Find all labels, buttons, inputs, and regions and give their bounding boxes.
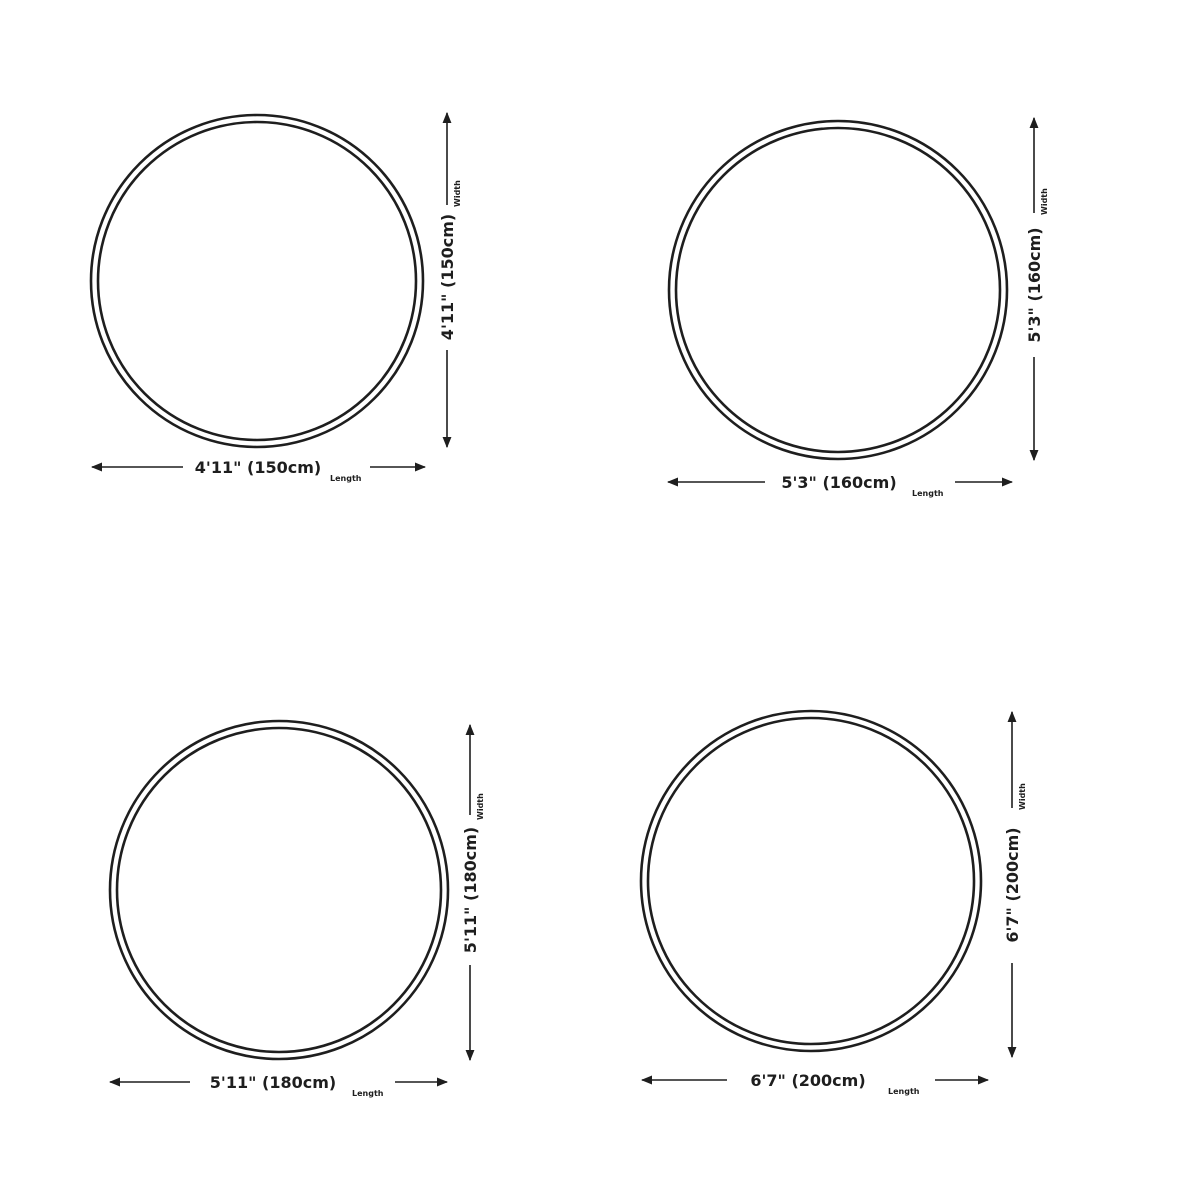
rug-180cm: 5'11" (180cm) Width 5'11" (180cm) Length — [108, 719, 485, 1098]
length-label: 6'7" (200cm) — [750, 1071, 865, 1090]
rug-inner-circle — [115, 726, 443, 1054]
rug-inner-circle — [96, 120, 418, 442]
length-caption: Length — [912, 489, 944, 498]
width-label: 5'3" (160cm) — [1025, 227, 1044, 342]
width-caption: Width — [1040, 188, 1049, 215]
length-caption: Length — [352, 1089, 384, 1098]
width-label: 6'7" (200cm) — [1003, 827, 1022, 942]
length-caption: Length — [330, 474, 362, 483]
width-label: 4'11" (150cm) — [438, 214, 457, 340]
length-label: 5'3" (160cm) — [781, 473, 896, 492]
length-label: 5'11" (180cm) — [210, 1073, 336, 1092]
length-caption: Length — [888, 1087, 920, 1096]
rug-inner-circle — [646, 716, 976, 1046]
rug-inner-circle — [674, 126, 1002, 454]
width-caption: Width — [476, 793, 485, 820]
width-caption: Width — [1018, 783, 1027, 810]
rug-200cm: 6'7" (200cm) Width 6'7" (200cm) Length — [639, 709, 1027, 1096]
rug-outer-circle — [108, 719, 450, 1061]
rug-160cm: 5'3" (160cm) Width 5'3" (160cm) Length — [666, 116, 1049, 498]
rug-outer-circle — [89, 113, 425, 449]
length-label: 4'11" (150cm) — [195, 458, 321, 477]
width-label: 5'11" (180cm) — [461, 827, 480, 953]
rug-outer-circle — [667, 119, 1009, 461]
rug-150cm: 4'11" (150cm) Width 4'11" (150cm) Length — [89, 111, 462, 483]
rug-outer-circle — [639, 709, 983, 1053]
width-caption: Width — [453, 180, 462, 207]
